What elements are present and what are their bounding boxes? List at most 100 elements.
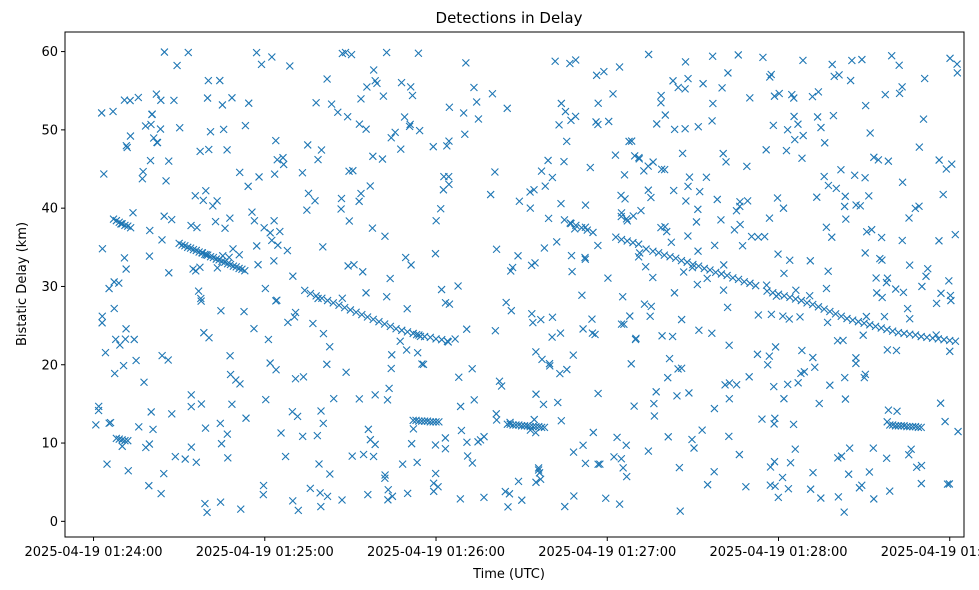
detection-point bbox=[857, 481, 866, 490]
detection-point bbox=[329, 394, 338, 403]
detection-point bbox=[488, 89, 497, 98]
detection-point bbox=[699, 79, 707, 88]
detection-point bbox=[132, 356, 140, 365]
detection-point bbox=[778, 312, 787, 321]
detection-point bbox=[126, 223, 135, 232]
detection-point bbox=[864, 192, 873, 200]
detection-point bbox=[298, 168, 307, 177]
detection-point bbox=[532, 478, 540, 487]
detection-point bbox=[595, 460, 604, 469]
detection-point bbox=[903, 422, 911, 431]
detection-point bbox=[754, 311, 763, 319]
detection-point bbox=[789, 94, 798, 102]
detection-point bbox=[99, 170, 108, 178]
detection-point bbox=[747, 232, 756, 241]
detection-point bbox=[869, 444, 878, 453]
detection-point bbox=[767, 70, 776, 79]
detection-point bbox=[622, 472, 631, 481]
x-tick-label: 2025-04-19 01:26:00 bbox=[367, 545, 505, 560]
detection-point bbox=[943, 480, 952, 488]
detection-point bbox=[495, 377, 504, 386]
detection-point bbox=[861, 249, 870, 257]
detection-point bbox=[444, 172, 453, 181]
detection-point bbox=[648, 273, 657, 282]
detection-point bbox=[611, 233, 620, 242]
detection-point bbox=[771, 482, 779, 491]
detection-point bbox=[270, 170, 279, 179]
detection-point bbox=[763, 360, 772, 369]
detection-point bbox=[403, 327, 412, 336]
detection-point bbox=[157, 489, 166, 498]
detection-point bbox=[398, 460, 407, 469]
detection-point bbox=[825, 307, 834, 316]
detection-point bbox=[406, 82, 415, 91]
detection-point bbox=[288, 272, 297, 281]
detection-point bbox=[611, 151, 620, 159]
detection-point bbox=[813, 113, 822, 121]
detection-point bbox=[932, 331, 941, 339]
detection-point bbox=[703, 480, 712, 489]
detection-point bbox=[490, 168, 499, 176]
detection-point bbox=[375, 317, 383, 326]
detection-point bbox=[887, 51, 896, 60]
detection-point bbox=[318, 242, 327, 251]
detection-point bbox=[571, 56, 580, 64]
detection-point bbox=[625, 137, 633, 146]
detection-point bbox=[115, 435, 124, 444]
detection-point bbox=[782, 146, 791, 155]
detection-point bbox=[218, 101, 227, 109]
detection-point bbox=[668, 332, 677, 341]
detection-point bbox=[619, 463, 628, 472]
detection-point bbox=[694, 247, 702, 256]
detection-point bbox=[544, 214, 553, 223]
detection-point bbox=[505, 489, 514, 498]
detection-point bbox=[110, 304, 119, 313]
detection-point bbox=[806, 256, 815, 265]
detection-point bbox=[215, 76, 224, 85]
detection-point bbox=[235, 168, 244, 177]
detection-point bbox=[119, 361, 128, 370]
detection-point bbox=[769, 121, 778, 130]
detection-point bbox=[710, 467, 719, 476]
detection-point bbox=[319, 329, 328, 338]
detection-point bbox=[538, 355, 546, 364]
detection-point bbox=[158, 235, 166, 244]
detection-point bbox=[919, 115, 928, 124]
detection-point bbox=[259, 490, 268, 499]
detection-point bbox=[810, 363, 819, 372]
detection-point bbox=[259, 481, 268, 490]
detection-point bbox=[775, 89, 784, 98]
detection-point bbox=[122, 141, 131, 150]
detection-point bbox=[419, 360, 428, 369]
detection-point bbox=[905, 214, 913, 222]
detection-point bbox=[684, 232, 692, 240]
detection-point bbox=[152, 90, 161, 98]
detection-point bbox=[555, 369, 564, 378]
detection-point bbox=[529, 422, 537, 431]
detection-point bbox=[323, 75, 331, 83]
detection-point bbox=[708, 117, 716, 125]
detection-point bbox=[891, 285, 900, 293]
detection-point bbox=[617, 191, 625, 200]
detection-point bbox=[184, 48, 193, 57]
detection-point bbox=[717, 215, 725, 224]
detection-point bbox=[609, 90, 617, 98]
detection-point bbox=[808, 353, 817, 362]
detection-point bbox=[734, 275, 743, 284]
detection-point bbox=[728, 273, 737, 282]
detection-point bbox=[571, 112, 580, 121]
detection-point bbox=[861, 173, 869, 182]
detection-point bbox=[872, 289, 881, 297]
detection-point bbox=[724, 432, 733, 441]
detection-point bbox=[817, 123, 825, 132]
detection-point bbox=[816, 494, 825, 502]
y-tick-label: 60 bbox=[41, 45, 58, 60]
detection-point bbox=[703, 274, 712, 283]
detection-point bbox=[468, 459, 477, 467]
detection-point bbox=[617, 208, 626, 217]
detection-point bbox=[337, 194, 346, 203]
detection-point bbox=[664, 432, 673, 441]
detection-point bbox=[883, 274, 892, 283]
detection-point bbox=[386, 274, 395, 283]
detection-point bbox=[677, 364, 686, 373]
